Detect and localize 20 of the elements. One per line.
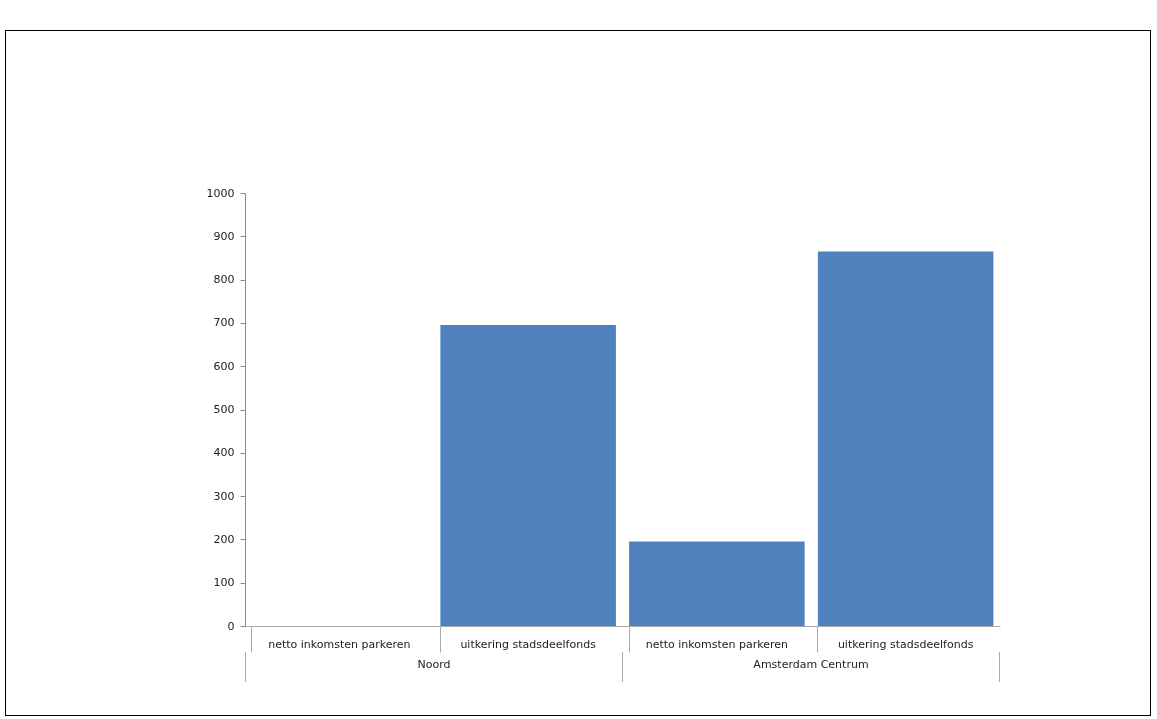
y-tick-label: 400: [213, 446, 235, 460]
bar: [629, 541, 805, 626]
y-tick-label: 500: [213, 403, 235, 416]
y-tick-label: 600: [213, 359, 235, 373]
x-tick-label: uitkering stadsdeelfonds: [837, 637, 974, 651]
y-tick-label: 800: [213, 273, 235, 287]
bar: [817, 251, 994, 626]
x-tick-label: netto inkomsten parkeren: [268, 637, 411, 651]
y-tick-label: 100: [213, 576, 235, 590]
text: Noord: [245, 652, 622, 682]
y-tick-label: 700: [213, 316, 235, 330]
text: Amsterdam Centrum: [622, 652, 1000, 682]
y-tick-label: 200: [213, 532, 235, 546]
y-tick-label: 0: [227, 619, 235, 633]
y-tick-label: 300: [213, 489, 235, 503]
bar: [440, 325, 616, 626]
y-tick-label: 1000: [206, 186, 235, 200]
y-tick-label: 900: [213, 229, 235, 243]
x-tick-label: netto inkomsten parkeren: [645, 637, 789, 651]
x-tick-label: uitkering stadsdeelfonds: [460, 637, 597, 651]
